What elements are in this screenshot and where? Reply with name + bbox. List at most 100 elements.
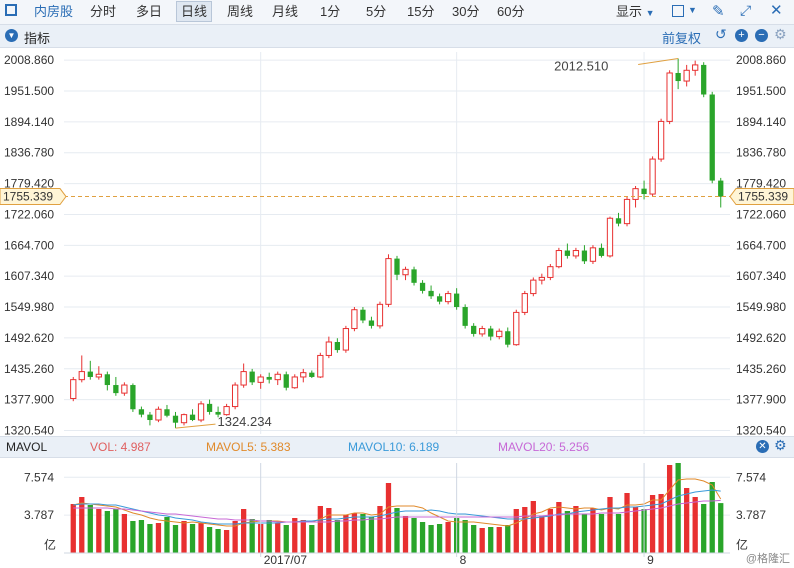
volume-unit-left: 亿 xyxy=(44,537,56,552)
vol-value: VOL: 4.987 xyxy=(90,440,151,454)
mavol10-value: MAVOL10: 6.189 xyxy=(348,440,440,454)
candle-body xyxy=(385,258,392,305)
undo-icon[interactable]: ↺ xyxy=(715,26,727,42)
volume-bar xyxy=(564,511,571,553)
volume-bar xyxy=(411,518,417,553)
candle-body xyxy=(666,72,673,122)
candle-body xyxy=(513,311,520,346)
tab-rixian[interactable]: 日线 xyxy=(176,1,213,22)
current-price-tag-right xyxy=(729,188,794,206)
candle-body xyxy=(113,385,119,394)
layout-square-icon[interactable] xyxy=(5,4,17,16)
candle-body xyxy=(197,403,205,421)
current-price-label-left: 1755.339 xyxy=(3,190,53,204)
candlestick-chart: 2008.860 2008.860 1951.500 1951.500 1894.140… xyxy=(0,52,794,436)
volume-bar xyxy=(377,506,383,553)
volume-tick-left: 7.574 xyxy=(24,470,54,484)
stock-name-label[interactable]: 内房股 xyxy=(34,4,74,19)
tab-60min[interactable]: 60分 xyxy=(497,4,525,19)
volume-bar xyxy=(573,506,579,553)
volume-bar xyxy=(513,509,519,553)
close-volume-icon[interactable]: ✕ xyxy=(756,440,769,453)
candle-body xyxy=(121,384,128,394)
volume-bar xyxy=(215,529,221,553)
candle-body xyxy=(249,371,255,383)
candle-body xyxy=(530,279,537,295)
tab-yuexian[interactable]: 月线 xyxy=(272,4,299,19)
candle-body xyxy=(709,94,715,181)
tab-5min[interactable]: 5分 xyxy=(366,4,387,19)
max-price-label: 2012.510 xyxy=(554,58,608,73)
candle-body xyxy=(266,376,272,380)
plus-icon[interactable]: + xyxy=(735,29,748,42)
adjust-mode-button[interactable]: 前复权 xyxy=(662,31,702,46)
price-tick-right: 1722.060 xyxy=(736,207,786,221)
tab-15min[interactable]: 15分 xyxy=(407,4,435,19)
price-tick-right: 1779.420 xyxy=(736,177,786,191)
candle-body xyxy=(453,293,460,308)
candle-body xyxy=(657,120,665,160)
candle-body xyxy=(555,250,563,268)
square-icon[interactable] xyxy=(672,5,684,17)
volume-gear-icon[interactable]: ⚙ xyxy=(774,437,787,453)
candle-body xyxy=(394,258,400,275)
candle-body xyxy=(649,158,656,195)
pencil-icon[interactable]: ✎ xyxy=(712,3,725,20)
period-toolbar: 内房股 分时 多日 日线 周线 月线 1分 5分 15分 30分 60分 显示 … xyxy=(0,0,794,25)
volume-bar xyxy=(309,525,315,553)
gear-icon[interactable]: ⚙ xyxy=(774,26,787,42)
candle-body xyxy=(309,372,315,377)
candle-body xyxy=(718,180,724,197)
close-icon[interactable]: ✕ xyxy=(770,2,783,19)
volume-bar xyxy=(326,508,332,553)
volume-bar xyxy=(615,514,622,553)
candle-body xyxy=(683,69,690,82)
volume-bar xyxy=(147,524,153,553)
volume-bar xyxy=(462,520,468,553)
volume-bar xyxy=(436,524,443,553)
price-tick-left: 2008.860 xyxy=(4,53,54,67)
candle-body xyxy=(138,409,145,415)
collapse-icon[interactable]: ▼ xyxy=(5,29,18,42)
mavol20-value: MAVOL20: 5.256 xyxy=(498,440,590,454)
price-tick-left: 1779.420 xyxy=(4,177,54,191)
candle-body xyxy=(521,293,528,313)
price-tick-right: 1435.260 xyxy=(736,362,786,376)
candle-body xyxy=(547,266,554,278)
volume-bar xyxy=(198,523,204,553)
volume-bar xyxy=(718,503,724,553)
candle-body xyxy=(70,379,77,399)
tab-duori[interactable]: 多日 xyxy=(136,4,163,19)
tab-zhouxian[interactable]: 周线 xyxy=(227,4,254,19)
candles-group xyxy=(70,58,724,429)
candle-body xyxy=(376,303,384,327)
candle-body xyxy=(436,296,443,302)
volume-bar xyxy=(505,525,511,553)
tab-1min[interactable]: 1分 xyxy=(320,4,341,19)
current-price-label-right: 1755.339 xyxy=(738,190,788,204)
volume-bar xyxy=(522,507,528,553)
candle-body xyxy=(291,376,298,389)
volume-bar xyxy=(666,465,673,553)
volume-bar xyxy=(113,509,119,553)
display-menu-button[interactable]: 显示 ▼ xyxy=(612,2,659,21)
candle-body xyxy=(615,218,622,224)
chevron-down-icon[interactable]: ▼ xyxy=(688,5,697,15)
volume-bar xyxy=(223,530,230,553)
indicator-header: ▼ 指标 前复权 ↺ + − ⚙ xyxy=(0,25,794,48)
minus-icon[interactable]: − xyxy=(755,29,768,42)
candle-body xyxy=(240,371,247,386)
price-tick-right: 2008.860 xyxy=(736,53,786,67)
price-tick-left: 1320.540 xyxy=(4,423,54,436)
volume-tick-right: 3.787 xyxy=(736,508,766,522)
tab-30min[interactable]: 30分 xyxy=(452,4,480,19)
candle-body xyxy=(692,64,699,71)
volume-bar xyxy=(241,509,247,553)
volume-ma-line xyxy=(73,499,721,523)
candle-body xyxy=(632,188,639,200)
candle-body xyxy=(231,384,239,408)
x-axis-label: 8 xyxy=(460,553,467,567)
tab-fenshi[interactable]: 分时 xyxy=(90,4,117,19)
expand-icon[interactable]: ⤢ xyxy=(740,2,752,18)
